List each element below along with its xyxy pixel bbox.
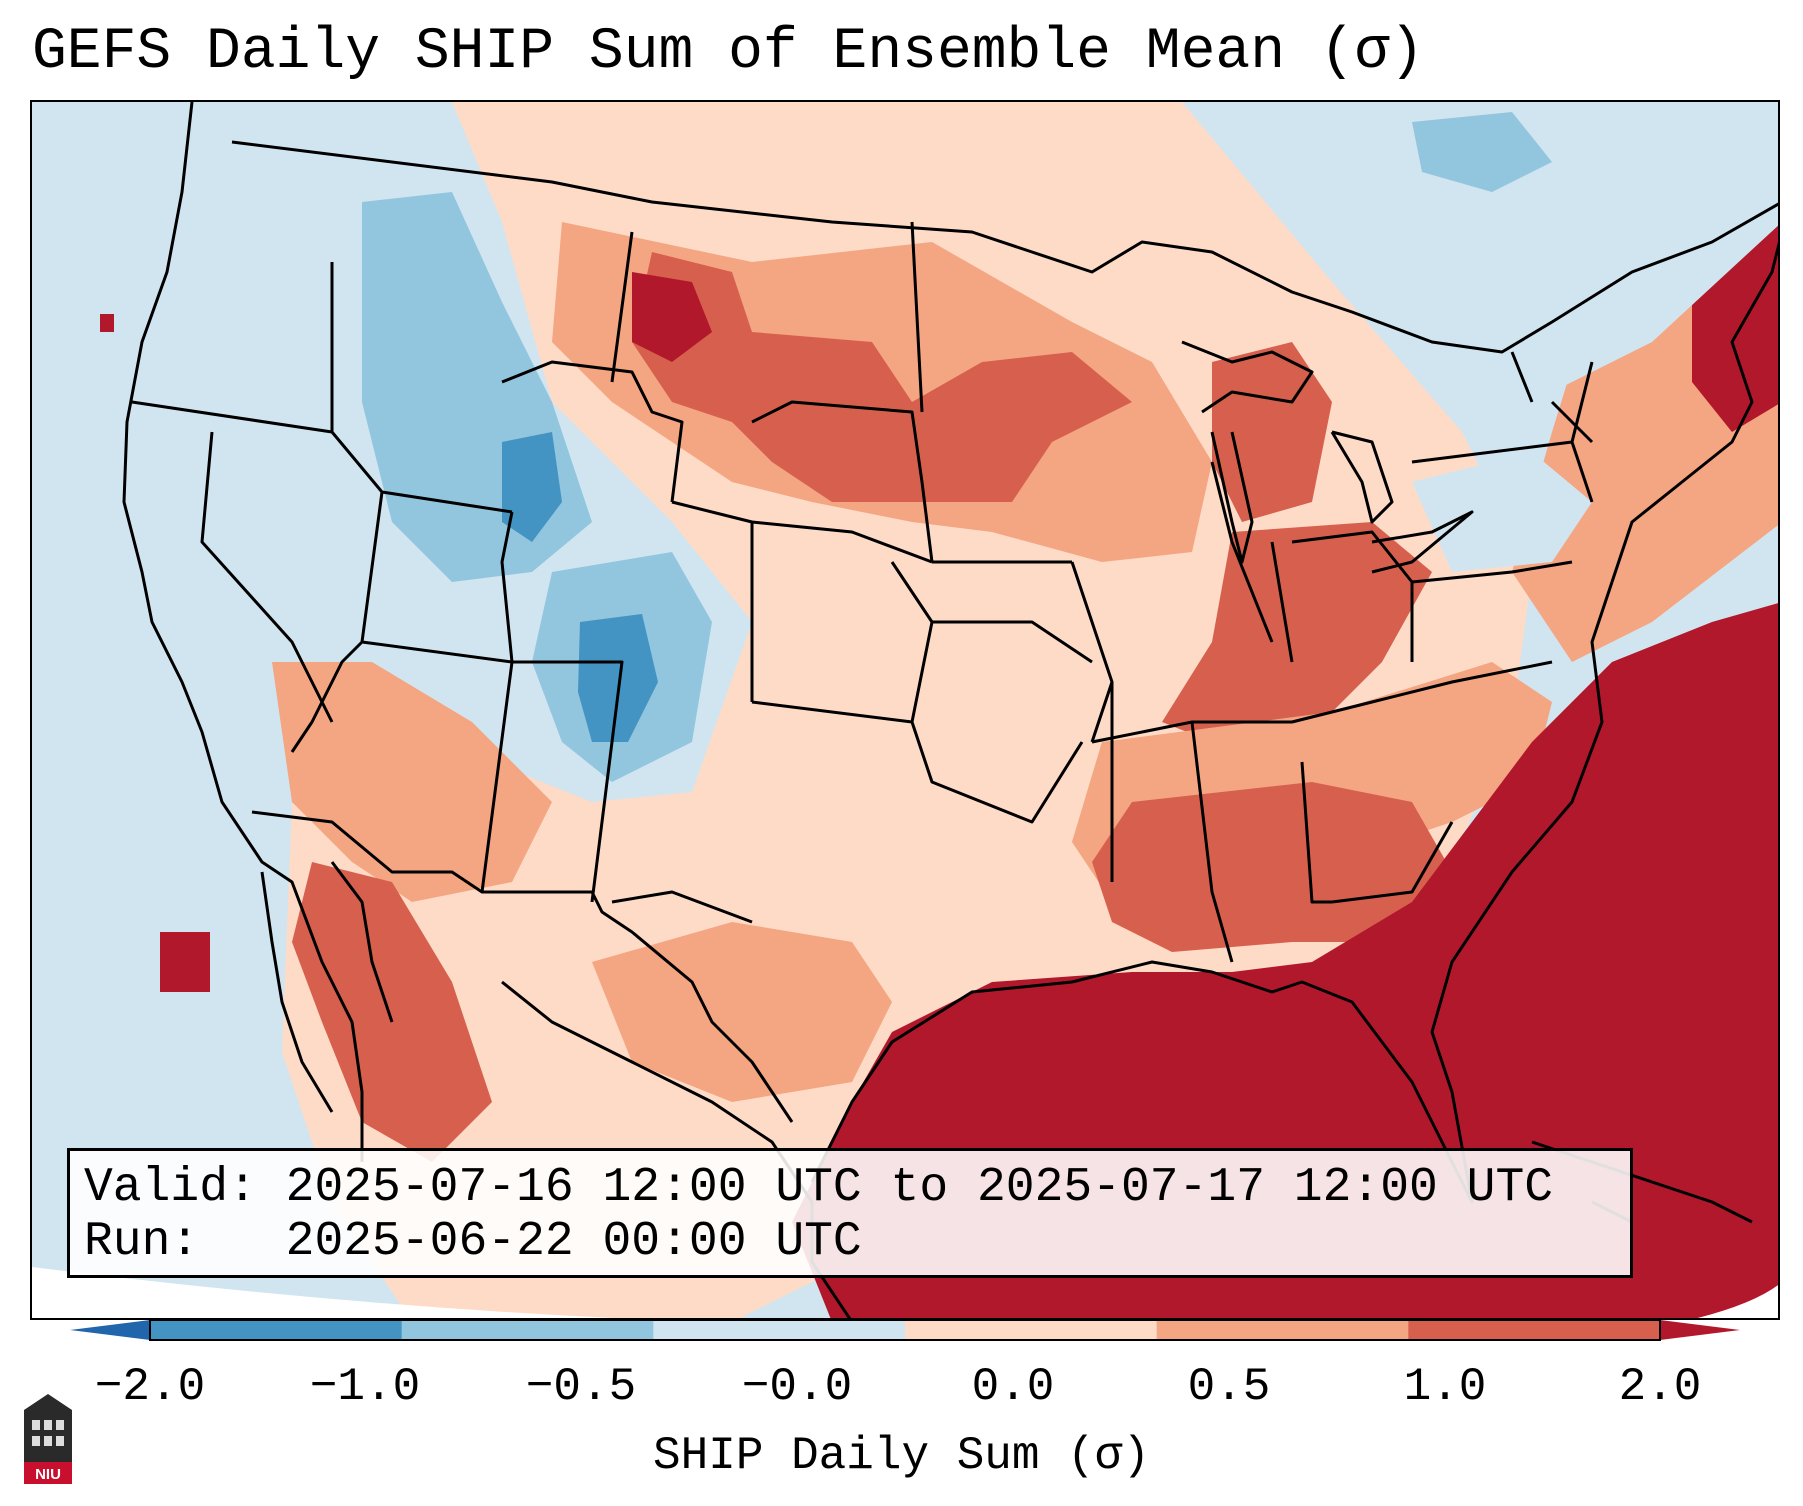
colorbar-over-extension <box>1660 1320 1740 1340</box>
colorbar-frame <box>149 1319 1661 1341</box>
canada-border <box>231 140 1778 354</box>
colorbar-tick-label: −1.0 <box>309 1361 421 1413</box>
valid-run-infobox: Valid: 2025-07-16 12:00 UTC to 2025-07-1… <box>67 1148 1633 1278</box>
colorbar-tick-label: −0.0 <box>741 1361 853 1413</box>
colorbar-tick-label: 0.0 <box>971 1361 1055 1413</box>
region-newyork-neg <box>1412 452 1592 572</box>
region-pacific-hotspot <box>160 932 210 992</box>
state-lines-west <box>131 231 1093 924</box>
region-south-texas-moderate <box>592 922 892 1102</box>
run-value: 2025-06-22 00:00 UTC <box>285 1215 862 1269</box>
run-label: Run: <box>84 1215 200 1269</box>
valid-value: 2025-07-16 12:00 UTC to 2025-07-17 12:00… <box>285 1161 1554 1215</box>
region-deep-south-high <box>1092 782 1452 952</box>
colorbar <box>70 1319 1740 1341</box>
region-southwest-moderate <box>272 662 552 902</box>
colorbar-tick-label: −2.0 <box>94 1361 206 1413</box>
us-west-coastline <box>122 102 364 1162</box>
region-colorado-strong <box>578 614 658 742</box>
region-montana-extreme <box>632 272 712 362</box>
colorbar-bin <box>1156 1320 1409 1340</box>
region-ohio-high <box>1162 522 1432 742</box>
colorbar-label: SHIP Daily Sum (σ) <box>653 1430 1150 1482</box>
valid-label: Valid: <box>84 1161 257 1215</box>
region-atlantic-gulf-extreme <box>792 603 1778 1318</box>
projection-edge-right <box>1697 1285 1778 1318</box>
mexico-border <box>251 810 794 1123</box>
logo-text: NIU <box>35 1466 61 1483</box>
chart-title: GEFS Daily SHIP Sum of Ensemble Mean (σ) <box>32 20 1425 85</box>
projection-edge <box>32 1267 614 1318</box>
region-wyoming-strong <box>502 432 562 542</box>
region-plains-high <box>632 252 1132 502</box>
east-coastline <box>1610 241 1778 583</box>
colorbar-bin <box>401 1320 654 1340</box>
colorbar-tick-label: 1.0 <box>1403 1361 1487 1413</box>
colorbar-under-extension <box>70 1320 150 1340</box>
anomaly-field <box>32 102 1778 1318</box>
colorbar-tick-label: 2.0 <box>1618 1361 1702 1413</box>
state-lines-east <box>1210 351 1594 663</box>
great-lakes <box>1181 340 1474 574</box>
colorbar-bin <box>1408 1320 1661 1340</box>
colorbar-bin <box>653 1320 906 1340</box>
map-panel <box>30 100 1780 1320</box>
region-quebec-neg <box>1412 112 1552 192</box>
map-svg <box>32 102 1778 1318</box>
baja-coast <box>260 861 394 1113</box>
colorbar-bin <box>905 1320 1158 1340</box>
run-row: Run: 2025-06-22 00:00 UTC <box>84 1215 1616 1269</box>
region-pacific-dot <box>100 314 114 332</box>
colorbar-bin <box>150 1320 403 1340</box>
niu-logo-icon: NIU <box>24 1394 72 1484</box>
state-lines-central <box>751 221 1553 963</box>
region-mexico-high <box>292 862 492 1162</box>
colorbar-tick-label: 0.5 <box>1187 1361 1271 1413</box>
colorbar-bins <box>150 1320 1661 1340</box>
valid-row: Valid: 2025-07-16 12:00 UTC to 2025-07-1… <box>84 1161 1616 1215</box>
colorbar-tick-label: −0.5 <box>525 1361 637 1413</box>
